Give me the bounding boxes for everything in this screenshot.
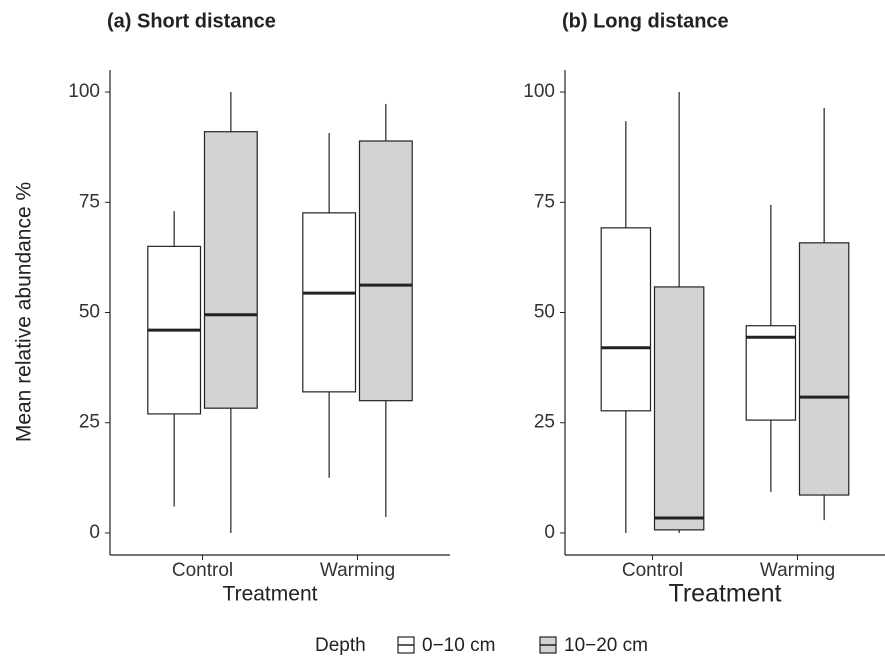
legend-label: 0−10 cm [422, 635, 495, 656]
x-axis-label: Treatment [668, 580, 781, 608]
box [302, 212, 357, 393]
panel-title: (b) Long distance [562, 10, 729, 32]
x-tick-label: Control [172, 560, 233, 581]
y-axis-label: Mean relative abundance % [13, 182, 36, 442]
panel-title: (a) Short distance [107, 10, 276, 32]
box [745, 325, 797, 421]
y-tick-label: 25 [79, 412, 100, 433]
y-tick-label: 0 [89, 522, 100, 543]
x-tick-label: Warming [320, 560, 395, 581]
y-tick-label: 25 [534, 412, 555, 433]
legend-label: 10−20 cm [564, 635, 648, 656]
box [600, 227, 652, 412]
box [653, 286, 705, 531]
y-tick-label: 100 [523, 81, 555, 102]
y-tick-label: 50 [534, 302, 555, 323]
y-tick-label: 0 [544, 522, 555, 543]
box [798, 242, 850, 496]
x-tick-label: Control [622, 560, 683, 581]
x-tick-label: Warming [760, 560, 835, 581]
box [203, 131, 258, 409]
y-tick-label: 75 [79, 191, 100, 212]
y-tick-label: 50 [79, 302, 100, 323]
legend-title: Depth [315, 635, 366, 656]
y-tick-label: 75 [534, 191, 555, 212]
box [358, 140, 413, 402]
x-axis-label: Treatment [223, 583, 318, 606]
y-tick-label: 100 [68, 81, 100, 102]
